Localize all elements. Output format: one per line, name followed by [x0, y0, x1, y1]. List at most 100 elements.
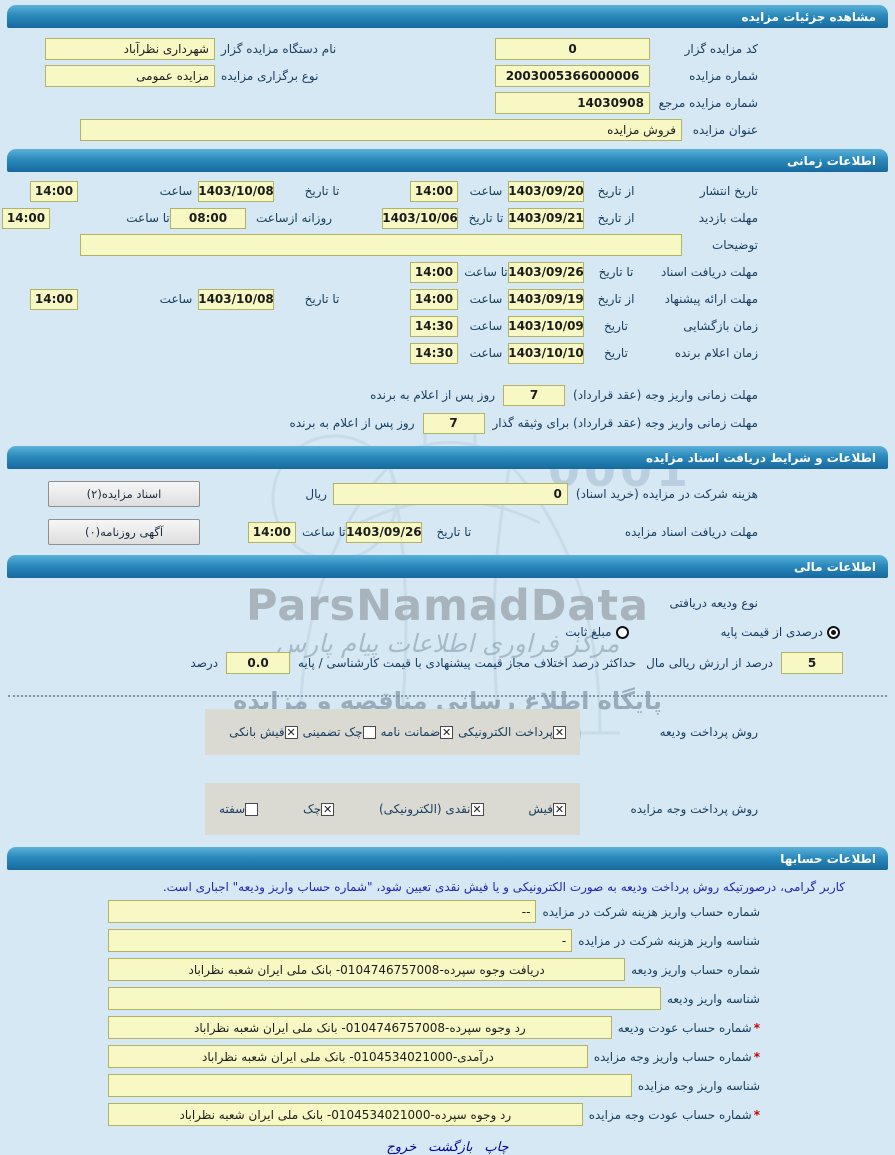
finance-section: نوع ودیعه دریافتی درصدی از قیمت پایه مبل…: [0, 594, 895, 835]
offer-hour-field[interactable]: 14:00: [410, 288, 458, 310]
pay-deadline-guarantor-suffix: روز پس از اعلام به برنده: [289, 416, 415, 430]
fee-unit-label: ریال: [305, 487, 327, 501]
page-title: مشاهده جزئیات مزایده: [7, 5, 888, 28]
offer-label: مهلت ارائه پیشنهاد: [664, 292, 758, 306]
promissory-note-checkbox[interactable]: [245, 802, 259, 816]
notes-field[interactable]: [80, 234, 682, 256]
cash-electronic-label: نقدی (الکترونیکی): [379, 802, 471, 816]
deposit-method-electronic: پرداخت الکترونیکی: [458, 725, 566, 739]
auction-code-field[interactable]: 0: [495, 38, 650, 60]
deposit-return-account-field[interactable]: رد وجوه سپرده-0104746757008- بانک ملی ای…: [108, 1016, 612, 1039]
auction-pay-id-field[interactable]: [108, 1074, 632, 1097]
winner-date-label: تاریخ: [604, 346, 628, 360]
deposit-method-secured-check: چک تضمینی: [303, 725, 376, 739]
publish-to-date-field[interactable]: 1403/10/08: [198, 180, 274, 202]
row-opening: زمان بازگشایی تاریخ 1403/10/09 ساعت 14:3…: [0, 315, 895, 337]
winner-hour-label: ساعت: [469, 346, 503, 360]
row-percent: 5 درصد از ارزش ریالی مال حداکثر درصد اخت…: [0, 651, 895, 675]
row-fee-deposit-account: *شماره حساب واریز هزینه شرکت در مزایده -…: [0, 900, 895, 923]
cash-electronic-checkbox[interactable]: [470, 802, 484, 816]
visit-to-label: تا تاریخ: [468, 211, 504, 225]
offer-to-hour-field[interactable]: 14:00: [30, 288, 78, 310]
winner-hour-field[interactable]: 14:30: [410, 342, 458, 364]
auction-documents-button[interactable]: اسناد مزایده(۲): [48, 481, 200, 507]
offer-from-date-field[interactable]: 1403/09/19: [508, 288, 584, 310]
auction-pay-account-label: *شماره حساب واریز وجه مزایده: [593, 1049, 760, 1064]
percent-of-base-radio[interactable]: [827, 625, 840, 639]
footer-links: چاپ بازگشت خروج: [0, 1140, 895, 1155]
doc-deadline-to-date-field[interactable]: 1403/09/26: [345, 521, 422, 543]
pay-deadline-field[interactable]: 7: [503, 384, 566, 406]
doc-receive-to-hour-field[interactable]: 14:00: [410, 261, 458, 283]
fee-deposit-account-field[interactable]: --: [108, 900, 537, 923]
auction-method-receipt: فیش: [528, 802, 566, 816]
fee-deposit-id-field[interactable]: -: [108, 929, 573, 952]
accounts-section: کاربر گرامی، درصورتیکه روش پرداخت ودیعه …: [0, 880, 895, 1126]
auction-type-label: نوع برگزاری مزایده: [221, 69, 319, 83]
auction-type-field[interactable]: مزایده عمومی: [45, 65, 215, 87]
secured-check-checkbox[interactable]: [362, 725, 376, 739]
row-offer: مهلت ارائه پیشنهاد از تاریخ 1403/09/19 س…: [0, 288, 895, 310]
guarantee-letter-checkbox[interactable]: [440, 725, 454, 739]
pay-deadline-label: مهلت زمانی واریز وجه (عقد قرارداد): [573, 388, 758, 402]
visit-to-date-field[interactable]: 1403/10/06: [382, 207, 458, 229]
auction-number-field[interactable]: 2003005366000006: [495, 65, 650, 87]
bank-receipt-checkbox[interactable]: [284, 725, 298, 739]
offer-to-date-field[interactable]: 1403/10/08: [198, 288, 274, 310]
agency-name-field[interactable]: شهرداری نظرآباد: [45, 38, 215, 60]
auction-payment-label: روش پرداخت وجه مزایده: [630, 802, 758, 816]
newspaper-ads-button[interactable]: آگهی روزنامه(۰): [48, 519, 200, 545]
doc-deadline-to-label: تا تاریخ: [436, 525, 472, 539]
auction-title-field[interactable]: فروش مزایده: [80, 119, 682, 141]
visit-from-date-field[interactable]: 1403/09/21: [508, 207, 584, 229]
offer-to-label: تا تاریخ: [304, 292, 340, 306]
auction-pay-account-field[interactable]: درآمدی-0104534021000- بانک ملی ایران شعب…: [108, 1045, 588, 1068]
row-doc-receive: مهلت دریافت اسناد تا تاریخ 1403/09/26 تا…: [0, 261, 895, 283]
publish-hour-field[interactable]: 14:00: [410, 180, 458, 202]
publish-to-hour-label: ساعت: [159, 184, 193, 198]
opening-date-label: تاریخ: [604, 319, 628, 333]
time-info-section: تاریخ انتشار از تاریخ 1403/09/20 ساعت 14…: [0, 180, 895, 434]
exit-link[interactable]: خروج: [386, 1140, 417, 1155]
opening-date-field[interactable]: 1403/10/09: [508, 315, 584, 337]
row-winner: زمان اعلام برنده تاریخ 1403/10/10 ساعت 1…: [0, 342, 895, 364]
guarantee-letter-label: ضمانت نامه: [380, 725, 441, 739]
receipt-checkbox[interactable]: [553, 802, 566, 816]
deposit-method-bank-receipt: فیش بانکی: [229, 725, 298, 739]
pay-deadline-guarantor-field[interactable]: 7: [422, 412, 485, 434]
electronic-payment-checkbox[interactable]: [553, 725, 566, 739]
percent-label: درصد از ارزش ریالی مال: [646, 656, 773, 670]
deposit-account-label: *شماره حساب واریز ودیعه: [631, 962, 760, 977]
back-link[interactable]: بازگشت: [428, 1140, 473, 1155]
auction-return-account-field[interactable]: رد وجوه سپرده-0104534021000- بانک ملی ای…: [108, 1103, 583, 1126]
publish-to-hour-field[interactable]: 14:00: [30, 180, 78, 202]
opening-hour-field[interactable]: 14:30: [410, 315, 458, 337]
doc-deadline-label: مهلت دریافت اسناد مزایده: [624, 525, 758, 539]
auction-payment-panel: فیش نقدی (الکترونیکی) چک سفته: [205, 783, 580, 835]
deposit-id-field[interactable]: [108, 987, 661, 1010]
check-checkbox[interactable]: [321, 802, 335, 816]
deposit-account-field[interactable]: دریافت وجوه سپرده-0104746757008- بانک مل…: [108, 958, 626, 981]
opening-label: زمان بازگشایی: [683, 319, 758, 333]
reference-number-field[interactable]: 14030908: [495, 92, 650, 114]
winner-date-field[interactable]: 1403/10/10: [508, 342, 584, 364]
publish-from-label: از تاریخ: [597, 184, 635, 198]
agency-name-label: نام دستگاه مزایده گزار: [221, 42, 337, 56]
doc-receive-to-hour-label: تا ساعت: [464, 265, 508, 279]
publish-label: تاریخ انتشار: [699, 184, 758, 198]
fixed-amount-radio[interactable]: [615, 625, 629, 639]
percent-field[interactable]: 5: [781, 652, 843, 674]
row-deposit-type: نوع ودیعه دریافتی: [0, 594, 895, 612]
doc-deadline-to-hour-field[interactable]: 14:00: [247, 521, 296, 543]
secured-check-label: چک تضمینی: [302, 725, 363, 739]
auction-method-check: چک: [303, 802, 335, 816]
fee-field[interactable]: 0: [332, 483, 568, 505]
auction-title-label: عنوان مزایده: [692, 123, 758, 137]
visit-daily-from-field[interactable]: 08:00: [170, 207, 246, 229]
max-diff-field[interactable]: 0.0: [226, 652, 291, 674]
publish-from-date-field[interactable]: 1403/09/20: [508, 180, 584, 202]
visit-to-hour-field[interactable]: 14:00: [2, 207, 50, 229]
row-fee-deposit-id: *شناسه واریز هزینه شرکت در مزایده -: [0, 929, 895, 952]
doc-receive-to-date-field[interactable]: 1403/09/26: [508, 261, 584, 283]
print-link[interactable]: چاپ: [484, 1140, 509, 1155]
